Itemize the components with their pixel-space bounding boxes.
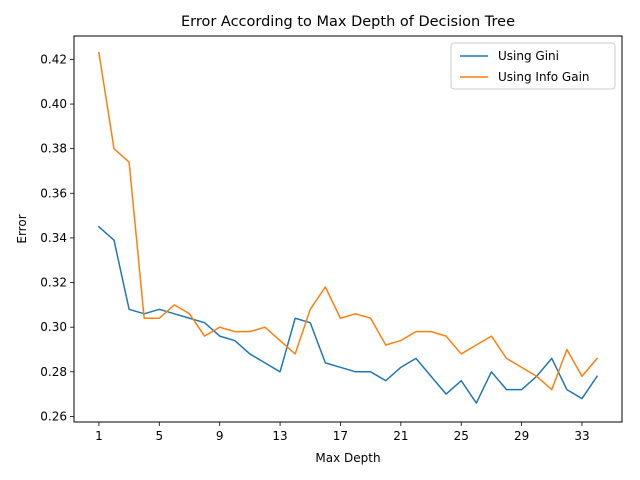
x-tick-label: 33 xyxy=(574,429,589,443)
x-tick-label: 29 xyxy=(514,429,529,443)
series-lines xyxy=(97,51,599,404)
y-tick-label: 0.26 xyxy=(40,409,67,423)
chart-title: Error According to Max Depth of Decision… xyxy=(181,14,515,30)
legend: Using Gini Using Info Gain xyxy=(450,42,616,90)
y-tick-label: 0.38 xyxy=(40,142,67,156)
x-axis-label: Max Depth xyxy=(315,451,380,465)
x-tick-label: 21 xyxy=(393,429,408,443)
series-line-1 xyxy=(98,51,599,391)
legend-entry-info-gain: Using Info Gain xyxy=(498,70,590,84)
x-tick-label: 1 xyxy=(95,429,103,443)
y-tick-label: 0.28 xyxy=(40,365,67,379)
y-tick-label: 0.36 xyxy=(40,186,67,200)
y-axis-label: Error xyxy=(15,214,29,243)
plot-frame xyxy=(73,35,623,423)
x-tick-label: 17 xyxy=(333,429,348,443)
y-tick-label: 0.30 xyxy=(40,320,67,334)
series-line-0 xyxy=(97,225,599,404)
x-tick-label: 9 xyxy=(216,429,224,443)
y-tick-label: 0.40 xyxy=(40,97,67,111)
axis-ticks: 1 5 9 13 17 21 25 29 33 0.26 0.28 0.30 0.32 0.34 0.36 0… xyxy=(40,52,589,443)
y-tick-label: 0.42 xyxy=(40,52,67,66)
y-tick-label: 0.34 xyxy=(40,231,67,245)
x-tick-label: 13 xyxy=(272,429,287,443)
legend-entry-gini: Using Gini xyxy=(498,49,559,63)
x-tick-label: 5 xyxy=(155,429,163,443)
x-tick-label: 25 xyxy=(454,429,469,443)
legend-frame xyxy=(450,42,616,90)
y-tick-label: 0.32 xyxy=(40,276,67,290)
